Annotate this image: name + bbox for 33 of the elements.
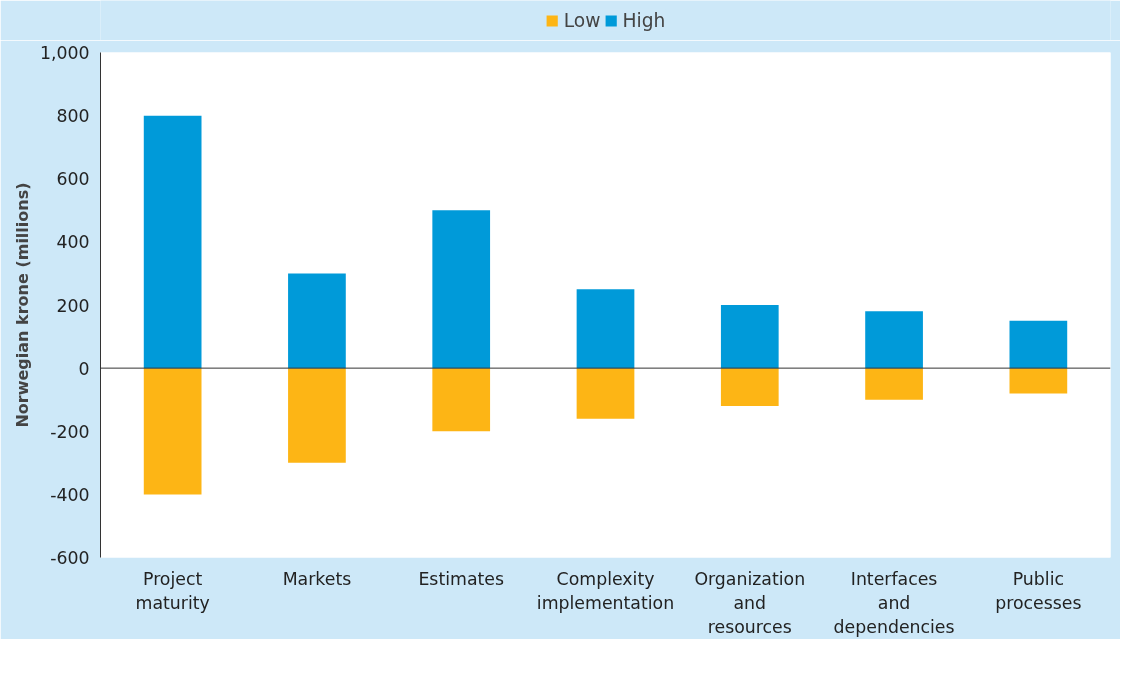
- bar: [143, 368, 202, 495]
- y-tick-label: 200: [56, 295, 90, 316]
- y-tick-label: 0: [78, 358, 90, 379]
- y-tick-label: 800: [56, 106, 90, 127]
- y-tick-label: 1,000: [39, 43, 90, 63]
- bar: [432, 368, 491, 432]
- legend-label: Low: [563, 9, 601, 31]
- x-tick-label: Organization and resources: [694, 568, 806, 637]
- x-tick-label: Complexity implementation: [536, 568, 675, 613]
- bar: [1009, 320, 1068, 369]
- bar: [720, 368, 779, 406]
- bar: [143, 115, 202, 369]
- y-axis-title: Norwegian krone (millions): [12, 182, 32, 428]
- y-tick-label: -200: [50, 421, 90, 442]
- bar: [576, 289, 635, 369]
- y-tick-label: 400: [56, 232, 90, 253]
- bar: [865, 368, 923, 400]
- bar: [576, 368, 635, 419]
- x-tick-label: Project maturity: [135, 568, 210, 613]
- y-tick-label: -600: [50, 548, 90, 568]
- bar: [288, 273, 346, 369]
- x-tick-label: Public processes: [995, 568, 1082, 613]
- legend-label: High: [622, 9, 666, 31]
- x-tick-label: Interfaces and dependencies: [833, 568, 955, 637]
- x-tick-label: Estimates: [418, 568, 505, 589]
- bar: [288, 368, 346, 463]
- bar: [720, 305, 779, 369]
- x-tick-label: Markets: [282, 568, 352, 589]
- bar: [1009, 368, 1068, 394]
- y-tick-label: 600: [56, 169, 90, 190]
- bar: [865, 311, 923, 369]
- bar: [432, 210, 491, 369]
- y-tick-label: -400: [50, 484, 90, 505]
